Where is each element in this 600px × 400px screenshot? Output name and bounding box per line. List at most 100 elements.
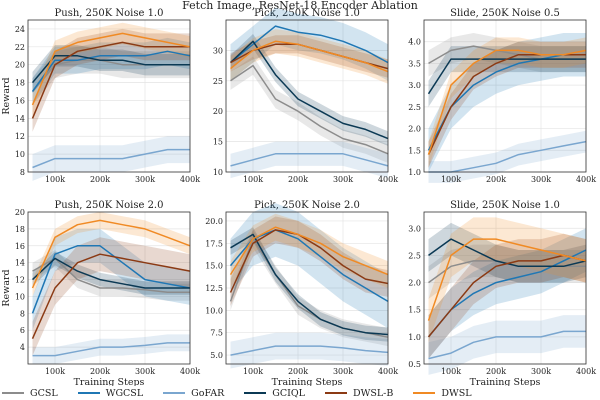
y-tick-label: 18 bbox=[15, 225, 25, 234]
x-tick-label: 200k bbox=[90, 367, 110, 376]
series-line-gofar bbox=[428, 140, 587, 173]
y-tick-label: 7.5 bbox=[210, 329, 223, 338]
series-line-wgcsl bbox=[31, 245, 191, 314]
series-line-gofar bbox=[230, 345, 389, 356]
y-tick-label: 10 bbox=[213, 168, 223, 177]
y-tick-label: 20 bbox=[213, 107, 223, 116]
y-tick-label: 20.0 bbox=[205, 217, 223, 226]
series-line-gcsl bbox=[230, 64, 389, 155]
y-tick-label: 6 bbox=[20, 326, 25, 335]
band-gciql bbox=[428, 46, 586, 107]
subplot-1: Push, 250K Noise 1.0 8 10 12 14 16 18 20 22 24 100… bbox=[1, 8, 200, 184]
subplot-title: Slide, 250K Noise 1.0 bbox=[450, 200, 560, 211]
band-gcsl bbox=[230, 56, 388, 163]
x-tick-label: 300k bbox=[135, 367, 155, 376]
band-dwsl-b bbox=[230, 216, 388, 306]
band-gofar bbox=[428, 130, 586, 183]
legend-item-dwsl: DWSL bbox=[413, 388, 472, 399]
x-tick-label: 100k bbox=[243, 367, 263, 376]
series-line-dwsl bbox=[427, 49, 587, 155]
y-tick-label: 16 bbox=[15, 96, 25, 105]
series-line-dwsl-b bbox=[31, 41, 190, 119]
y-tick-label: 12 bbox=[15, 276, 25, 285]
y-tick-label: 12 bbox=[15, 132, 25, 141]
band-gciql bbox=[428, 222, 586, 283]
legend-swatch-dwsl-b bbox=[324, 392, 347, 394]
legend-item-gofar: GoFAR bbox=[163, 388, 224, 399]
y-axis-label: Reward bbox=[1, 269, 12, 306]
series-line-dwsl bbox=[229, 226, 389, 276]
y-tick-label: 22 bbox=[15, 43, 25, 52]
x-tick-label: 400k bbox=[576, 367, 596, 376]
x-tick-label: 400k bbox=[180, 367, 200, 376]
band-gciql bbox=[230, 34, 388, 146]
subplot-title: Push, 250K Noise 1.0 bbox=[55, 8, 164, 19]
plot-frame bbox=[27, 19, 191, 173]
legend-label-wgcsl: WGCSL bbox=[105, 387, 144, 399]
band-wgcsl bbox=[32, 228, 190, 331]
legend-swatch-dwsl bbox=[413, 392, 436, 394]
plot-frame bbox=[27, 211, 191, 365]
band-gofar bbox=[32, 334, 190, 364]
x-tick-label: 400k bbox=[378, 175, 398, 184]
y-tick-label: 12.5 bbox=[205, 284, 223, 293]
x-tick-label: 300k bbox=[333, 367, 353, 376]
series-line-gcsl bbox=[32, 257, 190, 293]
y-tick-label: 17.5 bbox=[205, 239, 223, 248]
y-tick-label: 30 bbox=[213, 46, 223, 55]
series-line-dwsl-b bbox=[427, 254, 587, 338]
x-tick-label: 300k bbox=[333, 175, 353, 184]
y-tick-label: 10.0 bbox=[205, 306, 223, 315]
y-tick-label: 3.0 bbox=[408, 81, 421, 90]
y-tick-label: 0.5 bbox=[408, 360, 421, 369]
y-tick-label: 1.5 bbox=[408, 146, 421, 155]
x-tick-label: 400k bbox=[576, 175, 596, 184]
y-tick-label: 3.0 bbox=[408, 224, 421, 233]
y-tick-label: 5.0 bbox=[210, 351, 223, 360]
y-tick-label: 2.0 bbox=[408, 125, 421, 134]
legend-swatch-gcsl bbox=[2, 392, 24, 394]
subplot-title: Slide, 250K Noise 0.5 bbox=[450, 8, 560, 19]
x-tick-label: 300k bbox=[135, 175, 155, 184]
series-line-dwsl-b bbox=[31, 253, 191, 340]
legend-item-dwsl-b: DWSL-B bbox=[324, 387, 394, 399]
y-tick-label: 2.0 bbox=[408, 279, 421, 288]
y-tick-label: 10 bbox=[15, 150, 25, 159]
plot-frame bbox=[225, 211, 389, 365]
x-tick-label: 200k bbox=[90, 175, 110, 184]
figure-canvas: Push, 250K Noise 1.081012141618202224100… bbox=[1, 7, 596, 386]
band-dwsl bbox=[428, 37, 586, 168]
y-tick-label: 14 bbox=[15, 259, 25, 268]
subplot-3: Slide, 250K Noise 0.5 1.0 1.5 2.0 2.5 3.0 3.5 4… bbox=[408, 8, 596, 184]
plot-frame bbox=[423, 19, 587, 173]
y-tick-label: 20 bbox=[15, 61, 25, 70]
y-tick-label: 14 bbox=[15, 114, 25, 123]
y-tick-label: 10 bbox=[15, 292, 25, 301]
band-gcsl bbox=[428, 244, 586, 299]
y-tick-label: 2.5 bbox=[408, 251, 421, 260]
series-line-wgcsl bbox=[427, 249, 587, 338]
x-tick-label: 200k bbox=[486, 175, 506, 184]
x-tick-label: 100k bbox=[441, 175, 461, 184]
band-wgcsl bbox=[428, 33, 586, 172]
y-tick-label: 1.5 bbox=[408, 306, 421, 315]
y-tick-label: 2.5 bbox=[408, 103, 421, 112]
band-gcsl bbox=[428, 33, 586, 77]
plot-frame bbox=[423, 211, 587, 365]
series-line-dwsl bbox=[427, 238, 587, 321]
y-tick-label: 24 bbox=[15, 25, 25, 34]
band-dwsl bbox=[32, 22, 190, 116]
x-tick-label: 200k bbox=[288, 367, 308, 376]
subplot-title: Pick, 250K Noise 1.0 bbox=[254, 8, 360, 19]
subplot-6: Slide, 250K Noise 1.0 0.5 1.0 1.5 2.0 2.5 3.0 1… bbox=[408, 200, 596, 386]
y-tick-label: 4.0 bbox=[408, 38, 421, 47]
subplot-2: Pick, 250K Noise 1.0 10 15 20 25 30 100k 200k 30… bbox=[213, 7, 398, 184]
legend-label-dwsl-b: DWSL-B bbox=[352, 387, 394, 399]
legend-swatch-gofar bbox=[163, 392, 186, 394]
y-tick-label: 8 bbox=[20, 309, 25, 318]
legend-swatch-wgcsl bbox=[77, 392, 100, 394]
x-tick-label: 400k bbox=[180, 175, 200, 184]
y-tick-label: 1.0 bbox=[408, 168, 421, 177]
band-gofar bbox=[230, 141, 388, 179]
x-tick-label: 400k bbox=[378, 367, 398, 376]
